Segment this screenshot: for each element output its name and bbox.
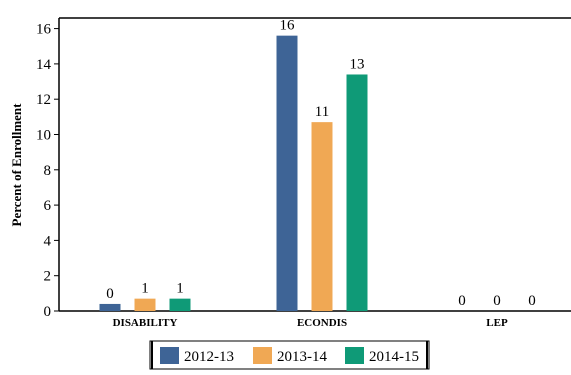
y-tick-label: 12	[36, 92, 51, 108]
bar-2014-15-econdis	[346, 74, 368, 311]
data-label: 16	[280, 18, 296, 34]
bar-2014-15-disability	[169, 298, 191, 311]
legend-swatch	[160, 347, 179, 364]
data-label: 11	[315, 104, 329, 120]
legend-swatch	[345, 347, 364, 364]
y-tick-label: 10	[36, 127, 51, 143]
legend-swatch	[253, 347, 272, 364]
y-tick-label: 6	[44, 198, 52, 214]
category-label: ECONDIS	[297, 317, 347, 329]
y-tick-label: 0	[44, 304, 52, 320]
data-label: 0	[493, 293, 501, 309]
y-tick-labels: 0 2 4 6 8 10 12 14 16	[36, 22, 59, 320]
data-label: 13	[350, 56, 365, 72]
data-label: 0	[106, 286, 114, 302]
legend: 2012-13 2013-14 2014-15	[149, 340, 430, 370]
legend-label: 2012-13	[184, 349, 234, 365]
legend-box	[149, 340, 430, 370]
y-axis-label: Percent of Enrollment	[9, 103, 24, 227]
y-tick-label: 14	[36, 57, 52, 73]
legend-label: 2014-15	[369, 349, 419, 365]
legend-label: 2013-14	[277, 349, 327, 365]
data-label: 0	[458, 293, 466, 309]
y-tick-label: 8	[44, 163, 52, 179]
bar-2013-14-econdis	[311, 122, 333, 312]
y-tick-label: 4	[44, 233, 52, 249]
bar-2012-13-disability	[99, 303, 121, 311]
data-label: 0	[528, 293, 536, 309]
category-label: LEP	[486, 317, 508, 329]
bars	[99, 35, 368, 312]
data-label: 1	[141, 281, 149, 297]
y-tick-label: 2	[44, 269, 52, 285]
bar-2013-14-disability	[134, 298, 156, 311]
category-labels: DISABILITY ECONDIS LEP	[113, 317, 508, 329]
y-tick-label: 16	[36, 22, 52, 38]
category-label: DISABILITY	[113, 317, 178, 329]
data-label: 1	[176, 281, 184, 297]
bar-2012-13-econdis	[276, 35, 298, 311]
